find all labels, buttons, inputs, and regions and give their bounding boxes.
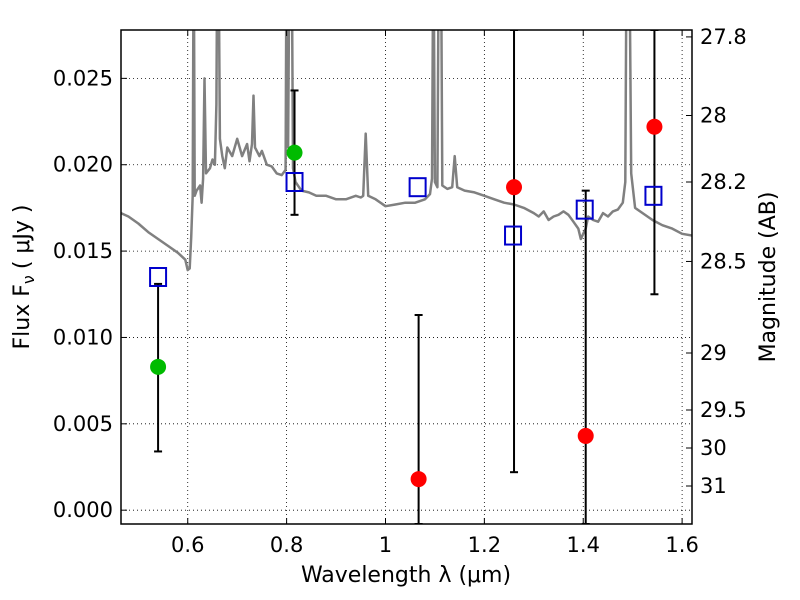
y2-axis-title: Magnitude (AB) — [756, 192, 781, 363]
photometry-marker — [506, 179, 523, 196]
y-axis-title-subscript: ν — [19, 275, 38, 284]
photometry-marker — [150, 358, 167, 375]
y-tick-label: 0.025 — [53, 66, 113, 90]
grid — [121, 30, 692, 524]
model-spectrum — [121, 30, 692, 272]
y-axis-title-units: ( μJy ) — [10, 205, 35, 270]
y-tick-label: 0.005 — [53, 412, 113, 436]
model-square-marker — [504, 225, 523, 246]
plot-frame — [120, 29, 693, 525]
y2-tick-label: 29.5 — [700, 398, 747, 422]
y-tick-label: 0.010 — [53, 325, 113, 349]
x-tick-label: 1.4 — [567, 533, 600, 557]
y-axis-title-main: Flux F — [10, 284, 35, 349]
axis-ticks: 0.6 0.8 1 1.2 1.4 1.6 0.000 0.005 0.010 0.015 0.02… — [53, 25, 747, 557]
y-tick-label: 0.015 — [53, 239, 113, 263]
photometry-marker — [286, 144, 303, 161]
model-square-marker — [575, 199, 594, 220]
x-tick-label: 1.2 — [468, 533, 501, 557]
x-tick-label: 1 — [379, 533, 392, 557]
model-square-marker — [149, 267, 168, 287]
model-square-marker — [408, 177, 427, 198]
y2-tick-label: 29 — [700, 341, 727, 365]
y2-tick-label: 28.5 — [700, 249, 747, 273]
model-square-marker — [644, 185, 663, 206]
x-tick-label: 0.6 — [171, 533, 204, 557]
x-axis-title: Wavelength λ (μm) — [301, 563, 511, 588]
y2-tick-label: 27.8 — [700, 25, 747, 49]
x-tick-label: 0.8 — [270, 533, 303, 557]
y2-tick-label: 30 — [700, 436, 727, 460]
photometry-marker — [410, 471, 427, 488]
model-square-marker — [285, 172, 304, 192]
x-tick-label: 1.6 — [665, 533, 698, 557]
y2-tick-label: 28 — [700, 104, 727, 128]
y-axis-title: Flux Fν ( μJy ) — [10, 205, 38, 350]
y2-tick-label: 31 — [700, 474, 727, 498]
photometry-marker — [577, 427, 594, 444]
error-bars — [154, 30, 659, 524]
photometry-marker — [646, 118, 663, 135]
y-tick-label: 0.000 — [53, 498, 113, 522]
y2-tick-label: 28.2 — [700, 170, 747, 194]
spectrum-line — [121, 30, 692, 272]
data-markers — [149, 118, 663, 488]
y-tick-label: 0.020 — [53, 153, 113, 177]
